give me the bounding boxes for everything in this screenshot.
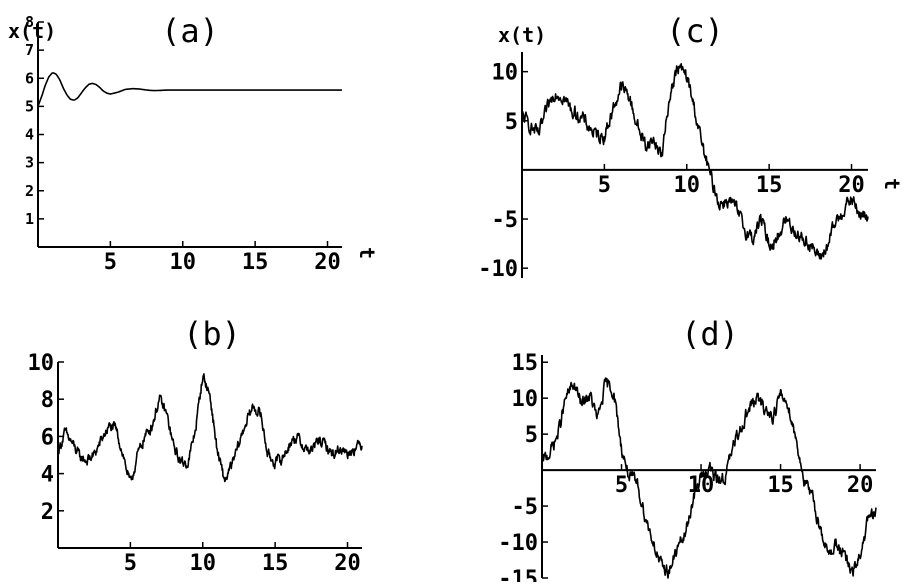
x-tick-label: 20 [847, 473, 874, 498]
y-tick-label: 3 [25, 154, 34, 172]
x-tick-label: 20 [334, 551, 361, 576]
x-tick-label: 15 [767, 473, 794, 498]
x-tick-label: 15 [262, 551, 289, 576]
y-tick-label: -10 [498, 531, 538, 556]
x-tick-label: 15 [242, 250, 269, 275]
panel-b-title: (b) [183, 315, 241, 353]
x-tick-label: 20 [314, 250, 341, 275]
y-tick-label: 10 [28, 351, 55, 376]
y-tick-label: 7 [25, 41, 34, 59]
panel-c: (c) x(t) t 5 10 15 20 -10 -5 5 10 [478, 12, 904, 282]
y-tick-label: -5 [492, 208, 519, 233]
panel-c-title: (c) [666, 12, 724, 50]
x-tick-label: 10 [674, 173, 701, 198]
panel-b-series-line [57, 373, 363, 483]
y-tick-label: 10 [492, 61, 519, 86]
x-tick-label: 5 [124, 551, 137, 576]
x-tick-label: 15 [756, 173, 783, 198]
y-tick-label: 10 [512, 387, 539, 412]
panel-c-series-line [521, 62, 869, 260]
x-tick-label: 10 [170, 250, 197, 275]
x-tick-label: 20 [838, 173, 865, 198]
y-tick-label: 8 [25, 13, 34, 31]
y-tick-label: 15 [512, 351, 539, 376]
y-tick-label: 4 [41, 463, 54, 488]
x-tick-label: 5 [615, 473, 628, 498]
y-tick-label: 2 [25, 182, 34, 200]
y-tick-label: 5 [525, 423, 538, 448]
y-tick-label: -15 [498, 567, 538, 582]
y-tick-label: 5 [25, 97, 34, 115]
x-tick-label: 5 [598, 173, 611, 198]
y-tick-label: 6 [41, 425, 54, 450]
panel-a-series-line [37, 72, 342, 107]
panel-a-title: (a) [161, 12, 219, 50]
y-tick-label: -10 [478, 257, 518, 282]
panel-a: (a) x(t) t 5 10 15 20 1 2 3 4 5 6 7 8 [8, 12, 379, 275]
y-tick-label: 4 [25, 126, 34, 144]
panel-a-x-label: t [355, 247, 379, 259]
panel-b: (b) 5 10 15 20 2 4 6 8 10 [28, 315, 363, 576]
y-tick-label: 2 [41, 500, 54, 525]
x-tick-label: 10 [190, 551, 217, 576]
y-tick-label: 5 [505, 110, 518, 135]
panel-c-x-label: t [880, 178, 904, 190]
panel-a-y-label: x(t) [8, 19, 56, 43]
y-tick-label: 8 [41, 388, 54, 413]
panel-c-y-label: x(t) [498, 23, 546, 47]
panel-d-series-line [541, 377, 877, 579]
y-tick-label: -5 [512, 495, 539, 520]
y-tick-label: 1 [25, 210, 34, 228]
x-tick-label: 5 [104, 250, 117, 275]
panel-d-title: (d) [681, 315, 739, 353]
y-tick-label: 6 [25, 69, 34, 87]
